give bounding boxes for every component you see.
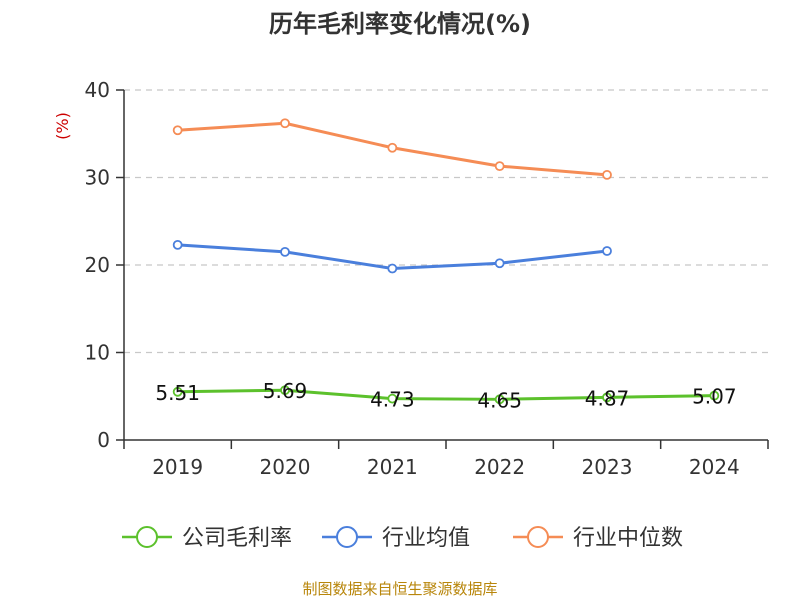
y-axis-label: (%): [53, 112, 72, 140]
legend-label: 行业中位数: [573, 526, 683, 551]
data-label: 5.51: [155, 381, 200, 405]
data-point: [602, 169, 612, 180]
data-point: [494, 394, 505, 405]
data-label: 5.69: [263, 379, 308, 403]
series: [172, 118, 720, 405]
data-point: [172, 239, 183, 250]
legend-marker: [527, 526, 549, 548]
x-tick-label: 2020: [260, 455, 311, 479]
data-label: 4.65: [477, 388, 522, 412]
data-point: [494, 258, 505, 269]
data-label: 4.87: [585, 386, 630, 410]
x-tick-label: 2023: [582, 455, 633, 479]
y-tick-label: 20: [85, 253, 110, 277]
data-point: [494, 161, 505, 172]
data-label: 5.07: [692, 385, 737, 409]
data-point: [172, 386, 183, 397]
x-tick-label: 2024: [689, 455, 740, 479]
x-tick-label: 2022: [474, 455, 525, 479]
data-point: [387, 393, 398, 404]
data-labels: 5.51 5.69 4.73 4.65 4.87 5.07: [155, 379, 736, 412]
data-point: [602, 392, 612, 403]
legend: 公司毛利率 行业均值 行业中位数: [122, 526, 683, 551]
y-tick-label: 30: [85, 166, 110, 190]
axes: 0 10 20 30 40 2019 2020 2021 2022 2023 2024: [85, 78, 769, 479]
data-point: [387, 142, 398, 153]
data-point: [387, 263, 398, 274]
grid-lines: [124, 89, 768, 354]
y-tick-label: 0: [97, 428, 110, 452]
y-tick-label: 10: [85, 341, 110, 365]
source-note: 制图数据来自恒生聚源数据库: [302, 580, 497, 598]
data-point: [602, 246, 612, 256]
legend-label: 公司毛利率: [182, 526, 292, 551]
data-point: [280, 385, 290, 396]
legend-marker: [136, 526, 158, 548]
y-tick-label: 40: [85, 78, 110, 102]
data-point: [280, 118, 290, 129]
x-tick-label: 2019: [152, 455, 203, 479]
data-point: [280, 246, 290, 257]
legend-label: 行业均值: [382, 526, 470, 551]
x-tick-label: 2021: [367, 455, 418, 479]
legend-marker: [336, 526, 358, 548]
data-label: 4.73: [370, 388, 415, 412]
data-point: [709, 390, 720, 401]
series-line: [177, 388, 715, 401]
data-point: [172, 125, 183, 136]
chart-title: 历年毛利率变化情况(%): [269, 10, 531, 38]
